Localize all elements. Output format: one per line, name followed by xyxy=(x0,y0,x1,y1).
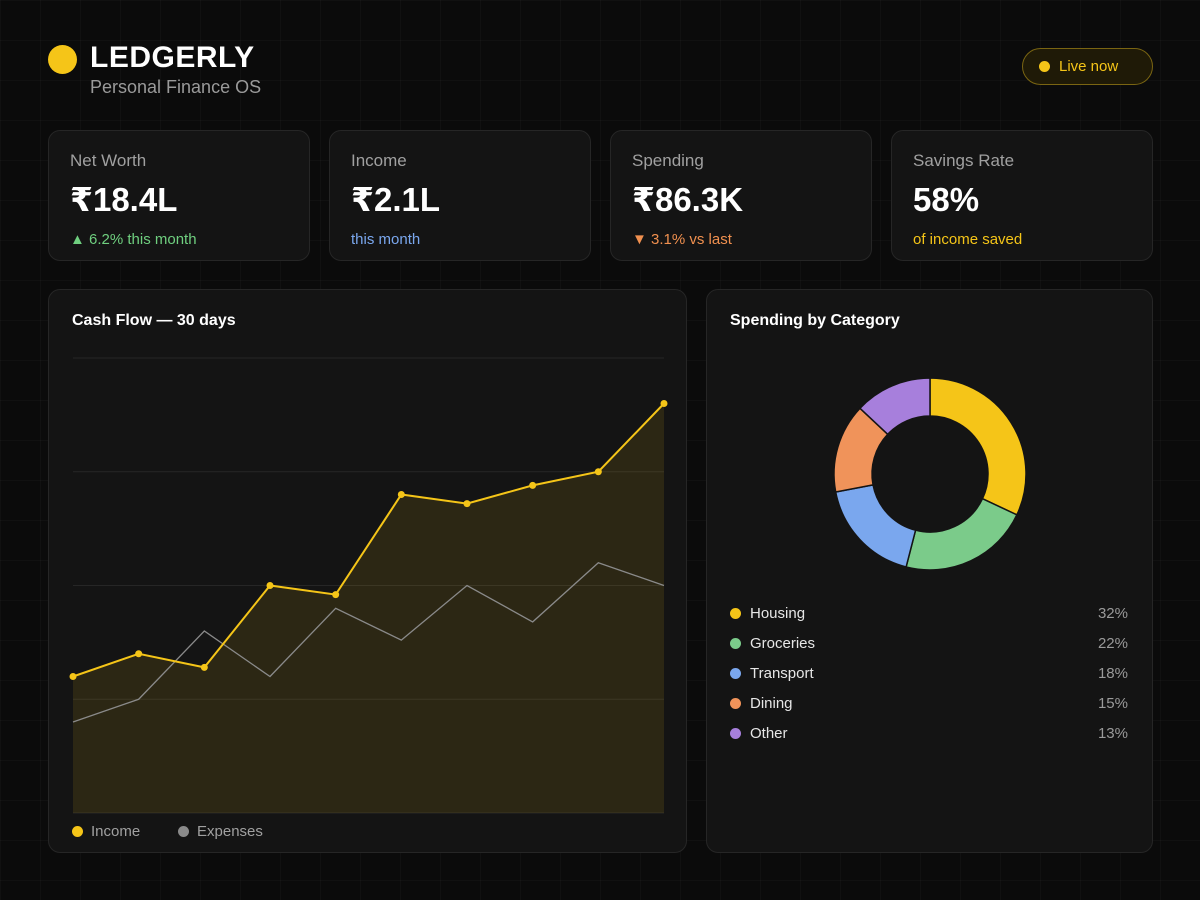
brand-subtitle: Personal Finance OS xyxy=(90,77,262,97)
income-point[interactable] xyxy=(529,481,537,489)
category-row-groceries[interactable]: Groceries 22% xyxy=(730,632,1128,654)
live-status-badge[interactable]: Live now xyxy=(1022,48,1153,85)
income-point[interactable] xyxy=(397,491,405,498)
live-indicator-icon xyxy=(1039,61,1050,72)
groceries-color-icon xyxy=(730,637,741,649)
category-percent: 18% xyxy=(1097,664,1128,682)
cashflow-panel: Cash Flow — 30 days Income Expenses xyxy=(48,289,687,853)
kpi-value: ₹2.1L xyxy=(351,181,440,218)
income-point[interactable] xyxy=(200,663,208,671)
kpi-note: of income saved xyxy=(913,231,1023,248)
kpi-value: ₹18.4L xyxy=(70,181,178,218)
income-point[interactable] xyxy=(69,673,77,680)
kpi-card-savings-rate[interactable]: Savings Rate 58% of income saved xyxy=(891,130,1153,261)
category-row-other[interactable]: Other 13% xyxy=(730,722,1128,744)
category-name: Groceries xyxy=(750,634,816,652)
income-point[interactable] xyxy=(135,650,143,658)
brand-logo-icon xyxy=(48,45,77,74)
brand-name: LEDGERLY xyxy=(90,41,255,74)
income-point[interactable] xyxy=(594,468,602,476)
expenses-legend-icon xyxy=(178,826,189,837)
category-name: Other xyxy=(750,724,788,742)
live-status-label: Live now xyxy=(1059,58,1119,75)
income-point[interactable] xyxy=(266,582,274,589)
spending-panel: Spending by Category Housing 32% Groceri… xyxy=(706,289,1153,853)
cashflow-line-chart xyxy=(69,357,668,814)
legend-label-expenses: Expenses xyxy=(197,823,263,840)
category-percent: 13% xyxy=(1097,724,1128,742)
category-percent: 32% xyxy=(1097,604,1128,622)
category-name: Dining xyxy=(750,694,793,712)
income-area xyxy=(73,403,664,813)
donut-slice-other[interactable] xyxy=(858,377,931,436)
kpi-value: ₹86.3K xyxy=(632,181,744,218)
kpi-note: ▲ 6.2% this month xyxy=(70,231,197,248)
category-percent: 15% xyxy=(1097,694,1128,712)
expenses-line xyxy=(72,562,665,723)
donut-slice-groceries[interactable] xyxy=(905,497,1018,571)
legend-item-expenses[interactable]: Expenses xyxy=(178,823,263,840)
kpi-card-net-worth[interactable]: Net Worth ₹18.4L ▲ 6.2% this month xyxy=(48,130,310,261)
legend-item-income[interactable]: Income xyxy=(72,823,140,840)
kpi-note: this month xyxy=(351,231,421,248)
kpi-card-income[interactable]: Income ₹2.1L this month xyxy=(329,130,591,261)
kpi-label: Savings Rate xyxy=(913,151,1015,170)
kpi-label: Net Worth xyxy=(70,151,147,170)
income-point[interactable] xyxy=(660,400,668,407)
category-row-transport[interactable]: Transport 18% xyxy=(730,662,1128,684)
donut-slice-housing[interactable] xyxy=(929,377,1027,516)
category-row-dining[interactable]: Dining 15% xyxy=(730,692,1128,714)
other-color-icon xyxy=(730,727,741,739)
kpi-label: Income xyxy=(351,151,407,170)
spending-title: Spending by Category xyxy=(730,312,900,329)
income-legend-icon xyxy=(72,826,83,837)
legend-label-income: Income xyxy=(91,823,141,840)
dining-color-icon xyxy=(730,697,741,709)
category-name: Housing xyxy=(750,604,806,622)
transport-color-icon xyxy=(730,667,741,679)
cashflow-title: Cash Flow — 30 days xyxy=(72,312,236,329)
income-line xyxy=(72,402,665,678)
category-row-housing[interactable]: Housing 32% xyxy=(730,602,1128,624)
category-percent: 22% xyxy=(1097,634,1128,652)
category-name: Transport xyxy=(750,664,814,682)
kpi-note: ▼ 3.1% vs last xyxy=(632,231,732,248)
housing-color-icon xyxy=(730,607,741,619)
income-point[interactable] xyxy=(463,500,471,508)
spending-donut-chart xyxy=(833,377,1027,571)
kpi-card-spending[interactable]: Spending ₹86.3K ▼ 3.1% vs last xyxy=(610,130,872,261)
income-point[interactable] xyxy=(332,591,340,599)
kpi-value: 58% xyxy=(913,181,980,218)
donut-slice-transport[interactable] xyxy=(834,483,917,568)
kpi-label: Spending xyxy=(632,151,704,170)
